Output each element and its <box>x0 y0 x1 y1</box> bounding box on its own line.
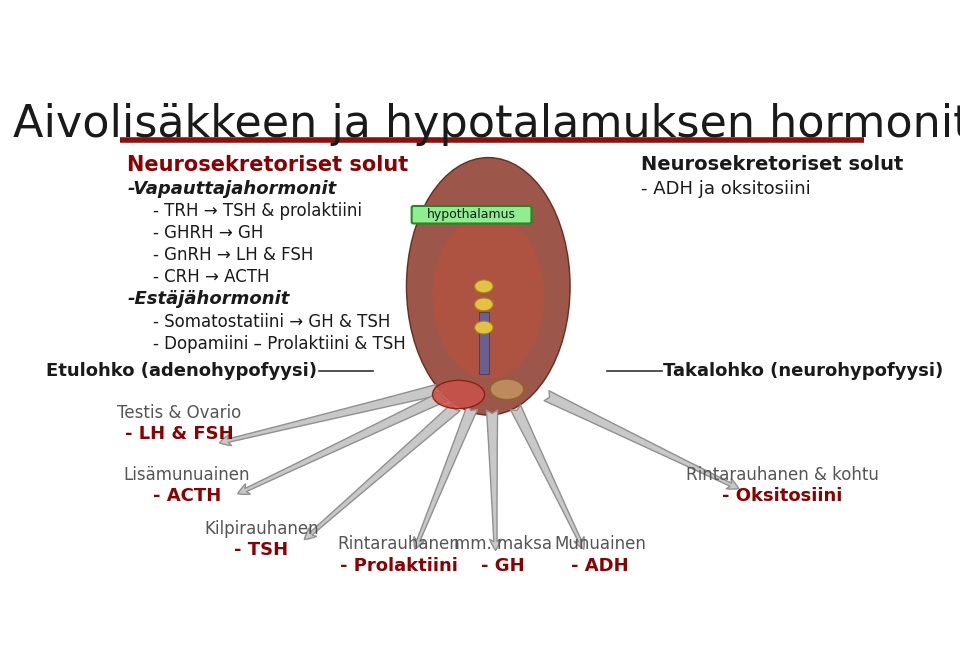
Text: - Prolaktiini: - Prolaktiini <box>340 557 458 575</box>
Text: Neurosekretoriset solut: Neurosekretoriset solut <box>641 155 903 174</box>
Text: - TRH → TSH & prolaktiini: - TRH → TSH & prolaktiini <box>154 202 363 220</box>
Text: Etulohko (adenohypofyysi): Etulohko (adenohypofyysi) <box>46 363 317 381</box>
FancyBboxPatch shape <box>479 312 489 374</box>
Text: - TSH: - TSH <box>234 541 288 559</box>
Text: Takalohko (neurohypofyysi): Takalohko (neurohypofyysi) <box>663 363 944 381</box>
FancyBboxPatch shape <box>412 206 532 223</box>
Ellipse shape <box>474 280 493 293</box>
Text: Munuainen: Munuainen <box>554 535 646 553</box>
Text: Kilpirauhanen: Kilpirauhanen <box>204 520 319 538</box>
Text: hypothalamus: hypothalamus <box>426 207 516 221</box>
Text: Aivolisäkkeen ja hypotalamuksen hormonit: Aivolisäkkeen ja hypotalamuksen hormonit <box>13 104 960 147</box>
Text: - GnRH → LH & FSH: - GnRH → LH & FSH <box>154 246 314 264</box>
Ellipse shape <box>406 158 570 415</box>
Text: - ADH: - ADH <box>571 557 629 575</box>
Text: - Dopamiini – Prolaktiini & TSH: - Dopamiini – Prolaktiini & TSH <box>154 334 406 353</box>
Text: - LH & FSH: - LH & FSH <box>125 425 234 444</box>
Text: -Estäjähormonit: -Estäjähormonit <box>128 290 290 308</box>
Text: - Somatostatiini → GH & TSH: - Somatostatiini → GH & TSH <box>154 312 391 330</box>
Text: - GH: - GH <box>481 557 525 575</box>
Text: Lisämunuainen: Lisämunuainen <box>124 466 251 484</box>
Ellipse shape <box>474 321 493 334</box>
Text: - ADH ja oksitosiini: - ADH ja oksitosiini <box>641 180 810 198</box>
Text: - ACTH: - ACTH <box>153 487 221 505</box>
Text: Testis & Ovario: Testis & Ovario <box>117 404 242 422</box>
Text: mm. maksa: mm. maksa <box>454 535 552 553</box>
Ellipse shape <box>474 298 493 311</box>
Text: Neurosekretoriset solut: Neurosekretoriset solut <box>128 155 409 175</box>
Ellipse shape <box>491 379 523 399</box>
Text: -Vapauttajahormonit: -Vapauttajahormonit <box>128 180 337 198</box>
Text: - Oksitosiini: - Oksitosiini <box>722 487 842 505</box>
Text: - GHRH → GH: - GHRH → GH <box>154 224 264 242</box>
Text: Rintarauhanen: Rintarauhanen <box>338 535 461 553</box>
Text: Rintarauhanen & kohtu: Rintarauhanen & kohtu <box>685 466 878 484</box>
Ellipse shape <box>432 214 544 379</box>
Text: - CRH → ACTH: - CRH → ACTH <box>154 268 270 286</box>
Ellipse shape <box>432 381 485 409</box>
